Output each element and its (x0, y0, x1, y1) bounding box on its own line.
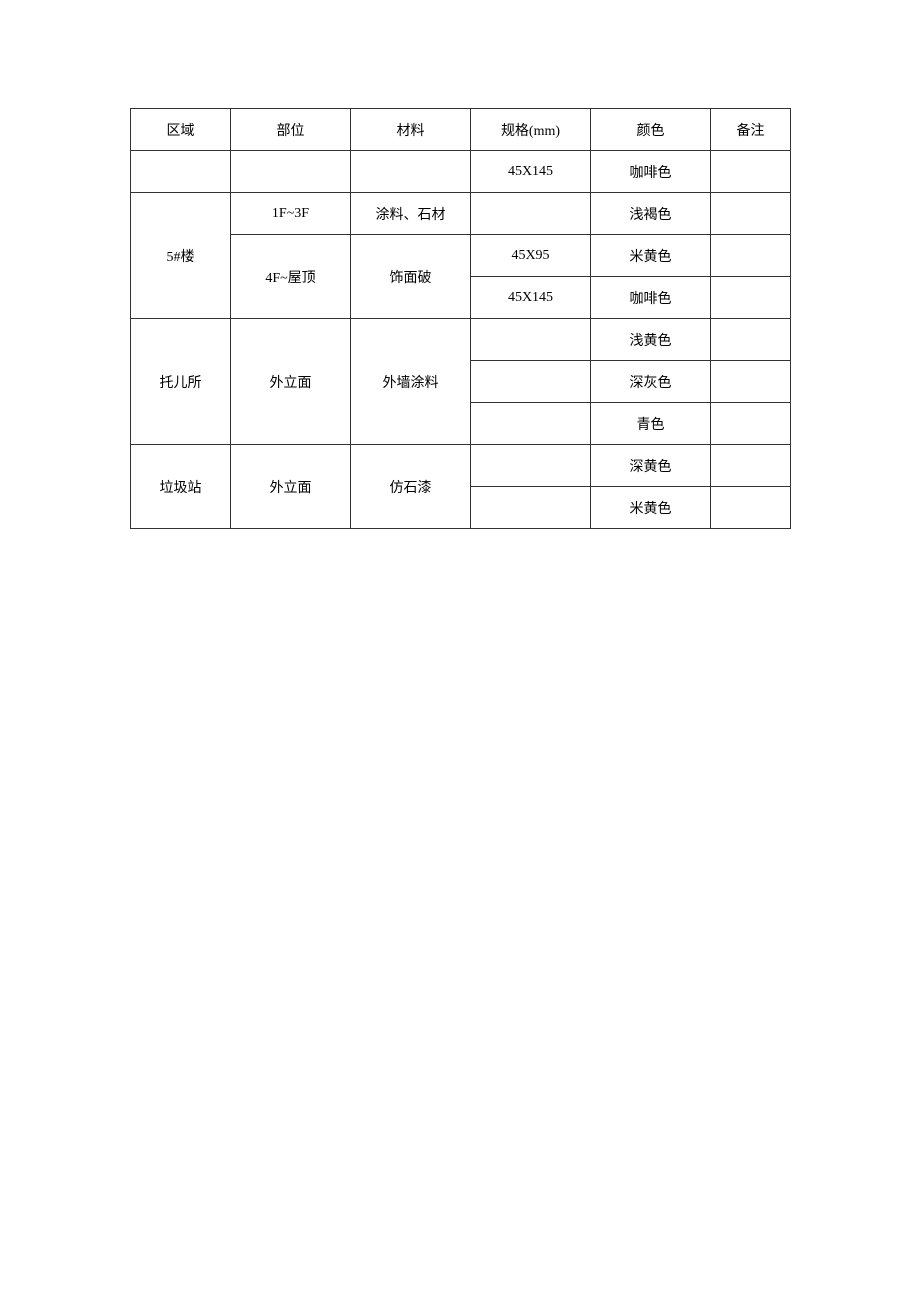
cell-spec (471, 487, 591, 529)
header-note: 备注 (711, 109, 791, 151)
table-row: 5#楼 1F~3F 涂料、石材 浅褐色 (131, 193, 791, 235)
cell-spec (471, 445, 591, 487)
cell-spec (471, 193, 591, 235)
cell-area (131, 151, 231, 193)
table-row: 托儿所 外立面 外墙涂料 浅黄色 (131, 319, 791, 361)
cell-note (711, 445, 791, 487)
cell-spec (471, 319, 591, 361)
cell-color: 深灰色 (591, 361, 711, 403)
cell-spec: 45X95 (471, 235, 591, 277)
cell-note (711, 487, 791, 529)
cell-note (711, 193, 791, 235)
cell-spec: 45X145 (471, 151, 591, 193)
cell-area-lajizhan: 垃圾站 (131, 445, 231, 529)
header-color: 颜色 (591, 109, 711, 151)
cell-color: 青色 (591, 403, 711, 445)
header-spec: 规格(mm) (471, 109, 591, 151)
table-row: 垃圾站 外立面 仿石漆 深黄色 (131, 445, 791, 487)
material-spec-table: 区域 部位 材料 规格(mm) 颜色 备注 45X145 咖啡色 5#楼 1F~… (130, 108, 791, 529)
cell-note (711, 403, 791, 445)
table-row: 45X145 咖啡色 (131, 151, 791, 193)
cell-material: 外墙涂料 (351, 319, 471, 445)
header-area: 区域 (131, 109, 231, 151)
cell-color: 浅褐色 (591, 193, 711, 235)
cell-part (231, 151, 351, 193)
cell-material: 饰面破 (351, 235, 471, 319)
cell-note (711, 361, 791, 403)
cell-area-5lou: 5#楼 (131, 193, 231, 319)
cell-part: 4F~屋顶 (231, 235, 351, 319)
cell-note (711, 277, 791, 319)
cell-spec: 45X145 (471, 277, 591, 319)
cell-color: 米黄色 (591, 487, 711, 529)
cell-note (711, 235, 791, 277)
cell-spec (471, 403, 591, 445)
header-part: 部位 (231, 109, 351, 151)
header-material: 材料 (351, 109, 471, 151)
cell-color: 咖啡色 (591, 277, 711, 319)
cell-material: 涂料、石材 (351, 193, 471, 235)
cell-color: 深黄色 (591, 445, 711, 487)
cell-material: 仿石漆 (351, 445, 471, 529)
cell-note (711, 151, 791, 193)
cell-color: 米黄色 (591, 235, 711, 277)
cell-area-tuoersuo: 托儿所 (131, 319, 231, 445)
cell-color: 浅黄色 (591, 319, 711, 361)
cell-material (351, 151, 471, 193)
cell-part: 1F~3F (231, 193, 351, 235)
cell-part: 外立面 (231, 319, 351, 445)
cell-color: 咖啡色 (591, 151, 711, 193)
table-header-row: 区域 部位 材料 规格(mm) 颜色 备注 (131, 109, 791, 151)
cell-part: 外立面 (231, 445, 351, 529)
cell-note (711, 319, 791, 361)
cell-spec (471, 361, 591, 403)
